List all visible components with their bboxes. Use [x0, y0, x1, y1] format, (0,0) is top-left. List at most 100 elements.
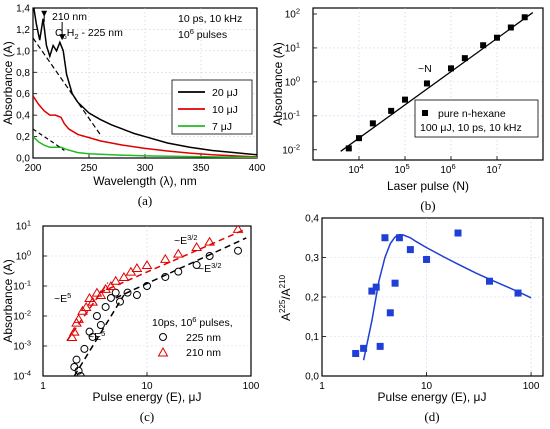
- panel-b-point: [461, 55, 468, 62]
- panel-c-ytick-label: 10-1: [13, 279, 31, 293]
- panel-c-point-210: [159, 253, 171, 263]
- panel-c-grid: [43, 226, 251, 376]
- panel-d-point: [391, 279, 399, 287]
- panel-c-e32-bottom-base: ~E: [198, 263, 211, 275]
- panel-a-ytick-label: 1,2: [16, 25, 30, 36]
- panel-c-clipped-group: [66, 226, 247, 376]
- panel-b-point: [448, 65, 454, 72]
- panel-b-xtick-label: 104: [348, 162, 363, 176]
- panel-a-cond2-tail: pulses: [194, 29, 227, 41]
- panel-c-legend-circle: [159, 333, 167, 341]
- panel-b-legend-marker: [422, 110, 428, 116]
- panel-c-e32-top-base: ~E: [174, 235, 187, 247]
- panel-a-xlabel: Wavelength (λ), nm: [93, 174, 197, 188]
- panel-a-legend-label-0: 20 μJ: [212, 87, 238, 99]
- panel-b-legend-box: [414, 99, 539, 138]
- panel-b-xtick-label-base: 10: [440, 165, 452, 176]
- panel-c-point-210: [66, 331, 78, 341]
- panel-c-caption: (c): [140, 409, 154, 424]
- panel-b-point: [356, 135, 362, 142]
- panel-b-legend: pure n-hexane 100 μJ, 10 ps, 10 kHz: [414, 99, 539, 138]
- panel-c-ytick-label-exp: -4: [24, 369, 31, 378]
- panel-c-fit-0: [66, 282, 109, 342]
- panel-a-arrowhead-1: [59, 34, 66, 41]
- panel-b-point: [480, 42, 487, 49]
- panel-a-species-sub1: 6: [63, 32, 67, 41]
- panel-d-point: [376, 342, 384, 350]
- panel-c-point-225: [88, 332, 97, 341]
- panel-d-ticks: 1 10 100 0,0 0,1 0,2 0,3 0,4: [305, 214, 540, 393]
- panel-a-species-mid: H: [67, 27, 75, 39]
- panel-a-peak-label: 210 nm: [52, 11, 87, 23]
- panel-b-xtick-label-exp: 7: [497, 162, 501, 171]
- panel-c-point-225: [234, 246, 243, 255]
- panel-b-point: [402, 96, 408, 103]
- panel-c-ytick-label-base: 10: [16, 252, 28, 263]
- panel-c-ytick-label: 10-2: [13, 309, 31, 323]
- panel-b-xtick-label: 105: [394, 162, 409, 176]
- panel-c-point-225: [143, 282, 151, 290]
- panel-a-species-label: C6H2 - 225 nm: [55, 27, 123, 41]
- panel-b-grid: [313, 8, 543, 160]
- panel-c-point-210: [68, 326, 80, 336]
- panel-b-plot-frame: [312, 7, 544, 161]
- panel-a-cond-line1: 10 ps, 10 kHz: [178, 13, 242, 25]
- panel-b-ytick-label-base: 10: [285, 9, 297, 20]
- panel-c-xtick-label: 100: [243, 381, 260, 392]
- panel-d-point: [395, 234, 403, 242]
- panel-c-point-210: [110, 275, 122, 285]
- panel-d-ytick-label: 0,4: [305, 214, 319, 225]
- panel-a-legend: 20 μJ 10 μJ 7 μJ: [171, 79, 253, 135]
- panel-c-point-225: [132, 291, 141, 300]
- panel-a: 200 250 300 350 4000,00,20,40,60,81,01,21,4 …: [1, 4, 266, 209]
- panel-d-ytick-label: 0,1: [305, 332, 319, 343]
- panel-d-ylabel-sup1: 225: [278, 299, 287, 313]
- panel-b-xtick-label-exp: 5: [405, 162, 409, 171]
- panel-b-xlabel: Laser pulse (N): [387, 179, 469, 193]
- panel-d: 1 10 100 0,0 0,1 0,2 0,3 0,4 Pulse energy (E), …: [278, 214, 544, 424]
- panel-c-e32-bottom-sup: 3/2: [211, 261, 221, 270]
- panel-c-e5-left-sup: 5: [67, 291, 71, 300]
- panel-c-ytick-label-base: 10: [16, 222, 28, 233]
- panel-c-point-210: [80, 301, 92, 311]
- panel-c-point-225: [80, 344, 89, 353]
- panel-d-grid: [322, 218, 543, 376]
- panel-c-point-210: [105, 281, 117, 290]
- panel-c-ytick-label-base: 10: [13, 372, 25, 383]
- panel-d-point: [360, 344, 368, 352]
- panel-a-species-suffix: - 225 nm: [79, 27, 124, 39]
- panel-b-ytick-label: 100: [285, 74, 300, 88]
- panel-b-legend-entry: pure n-hexane: [438, 108, 506, 120]
- panel-c-e5-right: ~E5: [88, 329, 105, 343]
- panel-c-ytick-label: 100: [16, 249, 31, 263]
- panel-b-point: [388, 107, 395, 114]
- panel-d-xlabel: Pulse energy (E), μJ: [378, 390, 487, 404]
- panel-d-point: [454, 229, 462, 237]
- panel-b-caption: (b): [420, 198, 435, 213]
- panel-c-fit-1: [99, 228, 247, 294]
- panel-c-ytick-label-base: 10: [13, 312, 25, 323]
- panel-a-line-2: [33, 136, 257, 158]
- panel-c-point-225: [101, 302, 110, 311]
- panel-a-ytick-label: 0,2: [16, 132, 30, 143]
- panel-b-ytick-label: 10-2: [282, 142, 300, 156]
- panel-a-ylabel: Absorbance (A): [1, 41, 15, 124]
- panel-b-point: [521, 14, 528, 21]
- panel-b-point: [507, 24, 514, 31]
- panel-c-ytick-label-exp: -2: [24, 309, 31, 318]
- panel-a-arrowhead-0: [41, 10, 48, 17]
- panel-d-ylabel-mid: /A: [279, 288, 293, 299]
- panel-a-cond-line2: 106 pulses: [178, 27, 227, 41]
- panel-a-xtick-label: 350: [193, 163, 210, 174]
- panel-a-ytick-label: 1,4: [16, 4, 30, 15]
- panel-b-ylabel: Absorbance (A): [271, 42, 285, 125]
- panel-c-e5-left: ~E5: [54, 291, 71, 305]
- panel-a-ticks: 200 250 300 350 400 0,0 0,2 0,4 0,6 0,8 1,0 1,2 1,4: [16, 4, 266, 175]
- panel-b-slope-label: ~N: [418, 63, 432, 75]
- panel-b-legend-cond: 100 μJ, 10 ps, 10 kHz: [420, 122, 522, 134]
- panel-d-point: [485, 277, 493, 285]
- panel-d-series: [352, 229, 532, 361]
- panel-d-caption: (d): [424, 409, 439, 424]
- panel-a-legend-box: [171, 79, 253, 135]
